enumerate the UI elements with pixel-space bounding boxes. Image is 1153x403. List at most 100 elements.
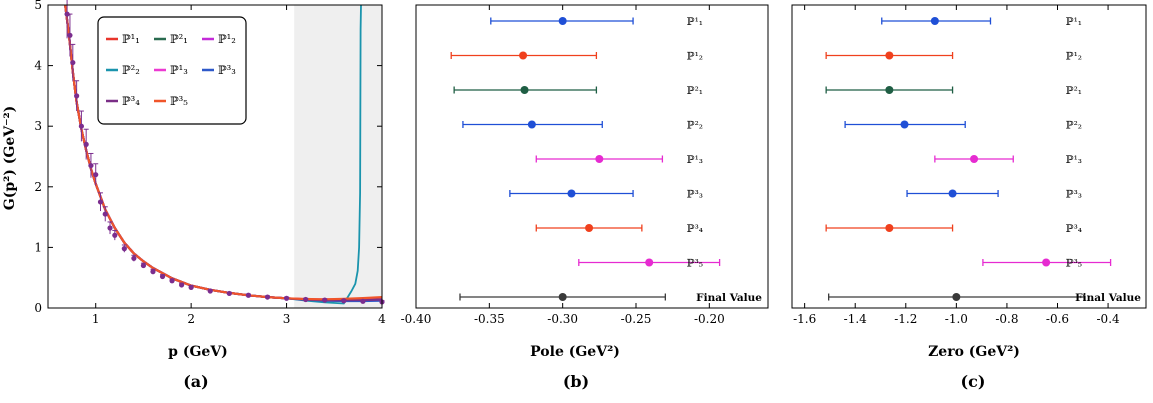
x-axis-ticks-b: -0.40 -0.35 -0.30 -0.25 -0.20 xyxy=(401,5,725,326)
lattice-point xyxy=(121,246,127,252)
x-tick-label: -0.4 xyxy=(1097,312,1121,326)
lattice-point xyxy=(88,162,94,169)
excluded-region-shade xyxy=(294,5,382,308)
central-value-point xyxy=(595,155,604,163)
lattice-point xyxy=(322,297,328,303)
lattice-point xyxy=(93,172,99,178)
x-axis-title-a: p (GeV) xyxy=(168,344,228,360)
row-label: ℙ³₄ xyxy=(687,223,703,235)
legend: ℙ¹₁ ℙ²₁ ℙ¹₂ ℙ²₂ ℙ¹₃ ℙ³₃ ℙ³₄ ℙ³₅ xyxy=(97,16,247,125)
row-label: ℙ³₅ xyxy=(1066,258,1082,270)
x-tick-label: 4 xyxy=(378,312,386,326)
panel-label-b: (b) xyxy=(563,372,589,391)
row-label: ℙ²₂ xyxy=(687,120,703,132)
central-value-point xyxy=(558,293,567,301)
lattice-point xyxy=(360,298,366,304)
x-tick-label: -0.20 xyxy=(694,312,725,326)
central-value-point xyxy=(900,120,909,129)
lattice-point xyxy=(303,296,309,303)
central-value-point xyxy=(520,86,529,94)
lattice-point xyxy=(179,282,185,288)
x-tick-label: -0.40 xyxy=(401,312,432,326)
x-tick-label: 1 xyxy=(92,312,100,326)
x-tick-label: -0.30 xyxy=(547,312,578,326)
lattice-point xyxy=(226,290,232,297)
lattice-point xyxy=(188,284,194,290)
pole-error-bars: ℙ¹₁ ℙ¹₂ ℙ²₁ ℙ²₂ ℙ¹₃ ℙ³₃ ℙ³₄ ℙ³₅ Final Value xyxy=(450,16,762,304)
lattice-point xyxy=(264,294,271,300)
lattice-point xyxy=(64,11,70,17)
panel-label-c: (c) xyxy=(961,372,986,391)
central-value-point xyxy=(970,155,979,163)
y-axis-ticks-a: 0 1 2 3 4 5 xyxy=(34,0,382,315)
x-tick-label: -0.25 xyxy=(621,312,652,326)
final-value-label: Final Value xyxy=(1075,292,1141,304)
row-label: ℙ¹₁ xyxy=(687,16,703,28)
lattice-point xyxy=(112,232,118,238)
x-axis-title-b: Pole (GeV²) xyxy=(530,344,620,360)
lattice-point xyxy=(159,273,166,280)
row-label: ℙ¹₂ xyxy=(1066,51,1082,63)
row-label: ℙ¹₃ xyxy=(687,154,703,166)
central-value-point xyxy=(930,17,939,25)
y-tick-label: 3 xyxy=(34,119,42,133)
lattice-point xyxy=(102,211,108,217)
lattice-data-points xyxy=(64,0,385,305)
central-value-point xyxy=(567,189,576,198)
row-label: ℙ¹₃ xyxy=(1066,154,1082,166)
central-value-point xyxy=(527,120,536,129)
panel-label-a: (a) xyxy=(183,372,209,391)
row-label: ℙ²₁ xyxy=(1066,85,1082,97)
legend-entry: ℙ³₅ xyxy=(170,94,188,108)
central-value-point xyxy=(948,189,957,198)
lattice-point xyxy=(169,278,175,284)
panel-a-chart: 1 2 3 4 0 1 2 3 4 5 ℙ¹₁ ℙ²₁ ℙ¹₂ ℙ²₂ ℙ¹₃ ℙ³₃ ℙ³₄ ℙ³₅ p (… xyxy=(2,0,386,391)
row-label: ℙ³₄ xyxy=(1066,223,1082,235)
lattice-point xyxy=(150,269,156,275)
legend-entry: ℙ²₂ xyxy=(122,63,140,77)
central-value-point xyxy=(558,17,567,25)
legend-entry: ℙ²₁ xyxy=(170,32,188,46)
lattice-point xyxy=(97,199,104,205)
legend-entry: ℙ³₃ xyxy=(218,63,236,77)
row-label: ℙ³₅ xyxy=(687,258,703,270)
y-axis-title-a: G(p²) (GeV⁻²) xyxy=(2,106,18,211)
central-value-point xyxy=(645,258,654,267)
x-tick-label: -0.8 xyxy=(995,312,1018,326)
central-value-point xyxy=(885,224,894,232)
row-label: ℙ¹₁ xyxy=(1066,16,1082,28)
zero-error-bars: ℙ¹₁ ℙ¹₂ ℙ²₁ ℙ²₂ ℙ¹₃ ℙ³₃ ℙ³₄ ℙ³₅ Final Value xyxy=(825,16,1141,304)
legend-box xyxy=(97,16,247,125)
central-value-point xyxy=(1042,258,1051,267)
fit-curve xyxy=(64,4,383,301)
plot-frame-a xyxy=(47,4,383,309)
lattice-point xyxy=(245,292,251,298)
lattice-point xyxy=(107,225,113,231)
row-label: ℙ¹₂ xyxy=(687,51,703,63)
panel-c-chart: ℙ¹₁ ℙ¹₂ ℙ²₁ ℙ²₂ ℙ¹₃ ℙ³₃ ℙ³₄ ℙ³₅ Final Value -1.6… xyxy=(791,4,1147,391)
lattice-point xyxy=(140,262,147,269)
y-tick-label: 4 xyxy=(34,59,42,73)
lattice-point xyxy=(83,141,89,147)
central-value-point xyxy=(519,51,528,60)
plot-frame-c xyxy=(791,4,1147,309)
legend-entry: ℙ¹₁ xyxy=(122,32,140,46)
central-value-point xyxy=(952,293,961,301)
panel-b-chart: ℙ¹₁ ℙ¹₂ ℙ²₁ ℙ²₂ ℙ¹₃ ℙ³₃ ℙ³₄ ℙ³₅ Final Value -0.4… xyxy=(401,4,769,391)
lattice-point xyxy=(207,288,213,294)
x-axis-ticks-a: 1 2 3 4 xyxy=(92,5,386,326)
central-value-point xyxy=(885,51,894,60)
central-value-point xyxy=(585,224,594,232)
row-label: ℙ³₃ xyxy=(687,189,703,201)
lattice-point xyxy=(78,123,84,129)
legend-entry: ℙ¹₃ xyxy=(170,63,188,77)
x-tick-label: -0.6 xyxy=(1046,312,1069,326)
x-axis-ticks-c: -1.6 -1.4 -1.2 -1.0 -0.8 -0.6 -0.4 xyxy=(793,5,1120,326)
x-tick-label: -1.2 xyxy=(894,312,917,326)
x-axis-title-c: Zero (GeV²) xyxy=(928,344,1020,360)
x-tick-label: -1.6 xyxy=(793,312,816,326)
lattice-point xyxy=(70,59,76,66)
plot-frame-b xyxy=(415,4,769,309)
row-label: ℙ²₁ xyxy=(687,85,703,97)
y-tick-label: 1 xyxy=(34,240,42,254)
